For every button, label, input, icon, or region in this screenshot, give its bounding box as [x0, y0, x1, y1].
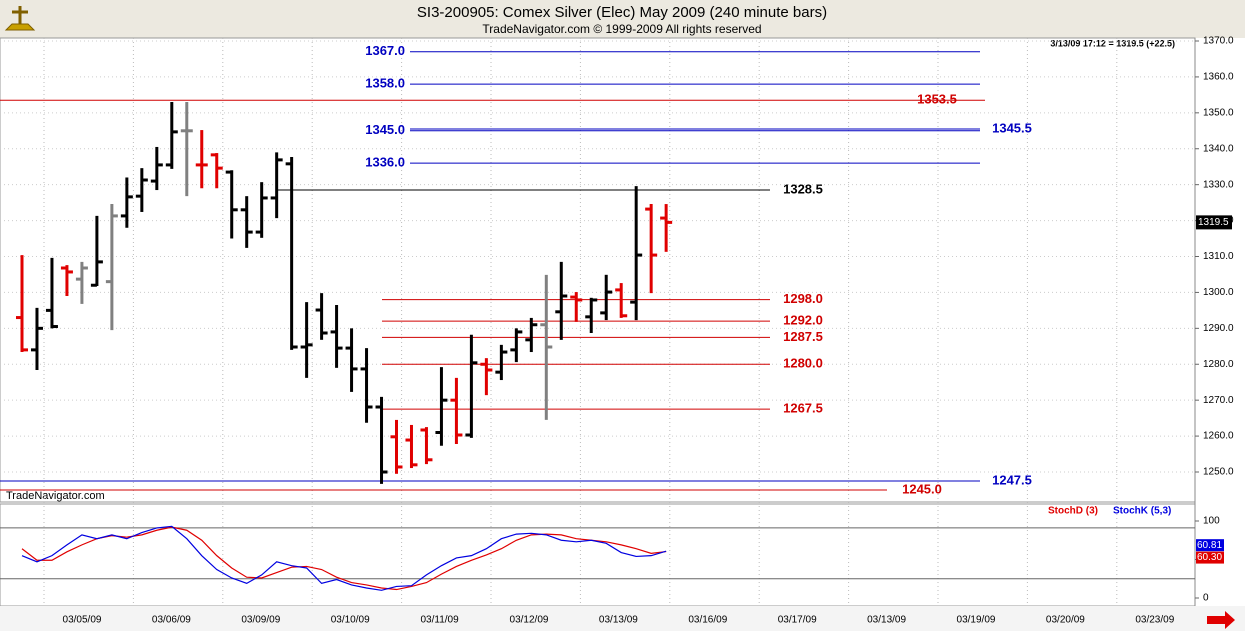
- x-tick-label: 03/17/09: [778, 615, 817, 626]
- level-label: 1336.0: [365, 155, 405, 170]
- level-label: 1345.5: [992, 120, 1032, 135]
- y-tick-label: 100: [1203, 516, 1220, 527]
- x-tick-label: 03/13/09: [599, 615, 638, 626]
- level-label: 1267.5: [783, 401, 823, 416]
- stoch-line: [21, 526, 667, 591]
- y-tick-label: 0: [1203, 593, 1209, 604]
- legend-entry: StochK (5,3): [1113, 506, 1171, 517]
- legend-entry: StochD (3): [1048, 506, 1098, 517]
- last-price-box: [1196, 215, 1232, 230]
- chart-title: SI3-200905: Comex Silver (Elec) May 2009…: [417, 4, 827, 21]
- last-price-label: 1319.5: [1198, 217, 1229, 228]
- level-label: 1247.5: [992, 472, 1032, 487]
- y-tick-label: 1260.0: [1203, 431, 1234, 442]
- info-text: 3/13/09 17:12 = 1319.5 (+22.5): [1050, 38, 1175, 48]
- y-tick-label: 1340.0: [1203, 143, 1234, 154]
- y-tick-label: 1280.0: [1203, 359, 1234, 370]
- level-label: 1280.0: [783, 356, 823, 371]
- y-tick-label: 1360.0: [1203, 72, 1234, 83]
- x-tick-label: 03/10/09: [331, 615, 370, 626]
- level-label: 1353.5: [917, 92, 957, 107]
- last-value-box: [1196, 539, 1224, 552]
- x-tick-label: 03/11/09: [421, 615, 460, 626]
- x-tick-label: 03/20/09: [1046, 615, 1085, 626]
- y-tick-label: 1300.0: [1203, 287, 1234, 298]
- y-tick-label: 1370.0: [1203, 36, 1234, 47]
- level-label: 1287.5: [783, 329, 823, 344]
- last-value-box: [1196, 551, 1224, 564]
- chart-subtitle: TradeNavigator.com © 1999-2009 All right…: [482, 22, 761, 36]
- title-bar: [0, 0, 1245, 38]
- y-tick-label: 1350.0: [1203, 107, 1234, 118]
- price-panel: [0, 37, 1196, 503]
- y-tick-label: 1290.0: [1203, 323, 1234, 334]
- stoch-line: [21, 525, 667, 591]
- y-tick-label: 1250.0: [1203, 467, 1234, 478]
- x-tick-label: 03/12/09: [510, 615, 549, 626]
- y-tick-label: 1310.0: [1203, 251, 1234, 262]
- x-tick-label: 03/16/09: [688, 615, 727, 626]
- level-label: 1245.0: [902, 481, 942, 496]
- x-tick-label: 03/13/09: [867, 615, 906, 626]
- x-tick-label: 03/06/09: [152, 615, 191, 626]
- level-label: 1367.0: [365, 43, 405, 58]
- y-tick-label: 1270.0: [1203, 395, 1234, 406]
- x-tick-label: 03/19/09: [957, 615, 996, 626]
- watermark: TradeNavigator.com: [6, 490, 105, 502]
- x-tick-label: 03/09/09: [241, 615, 280, 626]
- last-value-label: 60.81: [1197, 540, 1222, 551]
- scroll-arrow[interactable]: [1207, 611, 1235, 629]
- level-label: 1345.0: [365, 122, 405, 137]
- level-label: 1298.0: [783, 291, 823, 306]
- logo: [4, 6, 36, 31]
- y-tick-label: 1330.0: [1203, 179, 1234, 190]
- level-label: 1358.0: [365, 76, 405, 91]
- x-axis-area: [0, 606, 1245, 631]
- level-label: 1292.0: [783, 313, 823, 328]
- x-tick-label: 03/05/09: [63, 615, 102, 626]
- stoch-panel: [0, 503, 1196, 607]
- x-tick-label: 03/23/09: [1135, 615, 1174, 626]
- level-label: 1328.5: [783, 181, 823, 196]
- last-value-label: 60.30: [1197, 552, 1222, 563]
